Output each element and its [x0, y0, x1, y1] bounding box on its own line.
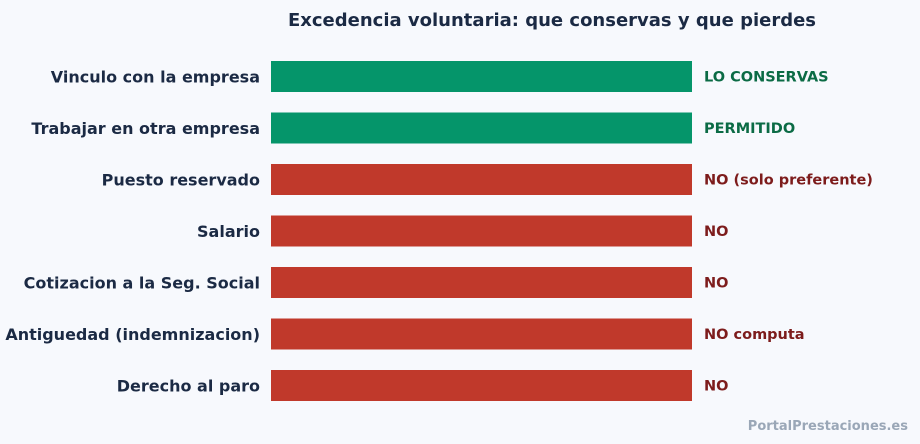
value-label: NO [704, 379, 728, 395]
category-label: Trabajar en otra empresa [31, 119, 260, 138]
category-label: Vinculo con la empresa [51, 68, 260, 87]
bar [271, 370, 692, 401]
bar [271, 215, 692, 247]
bar [271, 267, 692, 298]
category-label: Salario [197, 222, 260, 241]
value-label: NO [704, 224, 728, 240]
bar [271, 164, 692, 195]
category-label: Puesto reservado [102, 171, 260, 190]
bar [271, 61, 692, 92]
category-label: Derecho al paro [117, 377, 260, 396]
value-label: NO computa [704, 327, 805, 343]
chart-title: Excedencia voluntaria: que conservas y q… [288, 10, 816, 31]
value-label: NO [704, 276, 728, 292]
watermark: PortalPrestaciones.es [748, 419, 908, 434]
bar-group: Vinculo con la empresa LO CONSERVAS Trabaj… [5, 61, 873, 401]
category-label: Cotizacion a la Seg. Social [24, 274, 260, 293]
value-label: LO CONSERVAS [704, 70, 829, 86]
bar [271, 112, 692, 144]
value-label: PERMITIDO [704, 121, 795, 137]
bar [271, 318, 692, 350]
value-label: NO (solo preferente) [704, 173, 873, 189]
category-label: Antiguedad (indemnizacion) [5, 325, 260, 344]
